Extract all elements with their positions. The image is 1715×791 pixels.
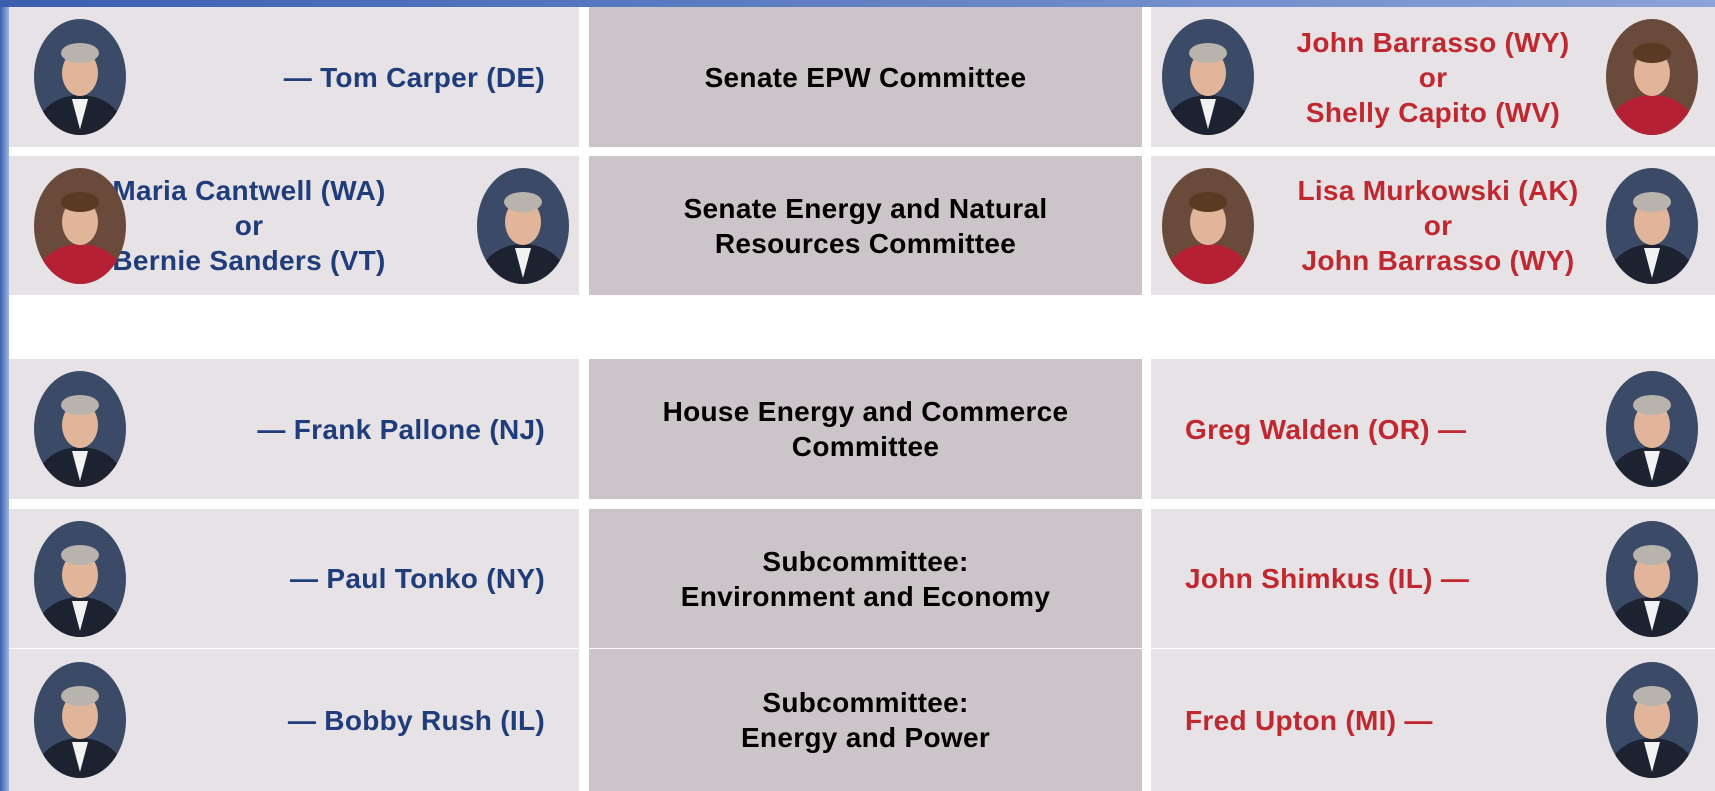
member-name: or [1424, 208, 1453, 243]
photo-shape [1633, 545, 1671, 565]
member-name: Greg Walden (OR) — [1185, 412, 1466, 447]
member-name: — Bobby Rush (IL) [288, 703, 545, 738]
photo-shape [1633, 686, 1671, 706]
committee-cell: Senate EPW Committee [589, 7, 1142, 147]
photo-shape [1633, 395, 1671, 415]
photo-shape [61, 43, 99, 63]
photo-shape [1189, 192, 1227, 212]
committee-cell: Subcommittee:Environment and Economy [589, 509, 1142, 648]
member-name: — Tom Carper (DE) [284, 60, 545, 95]
photo-shape [1164, 244, 1252, 316]
photo-shape [61, 395, 99, 415]
slide: — Tom Carper (DE) Senate EPW Committee Joh… [0, 0, 1715, 791]
member-name: Lisa Murkowski (AK) [1297, 173, 1578, 208]
portrait [1606, 168, 1702, 286]
photo-shape [34, 662, 130, 791]
committee-name: Environment and Economy [681, 579, 1050, 614]
member-name: John Barrasso (WY) [1297, 25, 1570, 60]
member-name: John Barrasso (WY) [1302, 243, 1575, 278]
portrait [1606, 371, 1702, 489]
committee-name: Committee [792, 429, 939, 464]
committee-name: Senate EPW Committee [705, 60, 1027, 95]
portrait [1162, 168, 1258, 286]
photo-shape [1606, 662, 1702, 791]
photo-shape [1633, 43, 1671, 63]
photo-shape [61, 192, 99, 212]
portrait [1162, 19, 1258, 137]
committee-name: Subcommittee: [762, 685, 968, 720]
member-name: — Frank Pallone (NJ) [257, 412, 545, 447]
photo-shape [36, 244, 124, 316]
portrait [1606, 19, 1702, 137]
edge [0, 0, 1715, 7]
committee-name: Resources Committee [715, 226, 1016, 261]
portrait [1606, 662, 1702, 780]
committee-name: Senate Energy and Natural [684, 191, 1048, 226]
portrait [477, 168, 573, 286]
committee-cell: Subcommittee:Energy and Power [589, 649, 1142, 791]
portrait [34, 19, 130, 137]
member-name: Bernie Sanders (VT) [112, 243, 385, 278]
member-name: Fred Upton (MI) — [1185, 703, 1433, 738]
portrait [34, 168, 130, 286]
member-name: or [1419, 60, 1448, 95]
committee-name: Energy and Power [741, 720, 990, 755]
photo-shape [1189, 43, 1227, 63]
photo-shape [61, 545, 99, 565]
committee-name: House Energy and Commerce [663, 394, 1069, 429]
member-name: John Shimkus (IL) — [1185, 561, 1469, 596]
photo-shape [61, 686, 99, 706]
edge [0, 0, 9, 791]
member-name: or [235, 208, 264, 243]
member-name: — Paul Tonko (NY) [290, 561, 545, 596]
portrait [34, 371, 130, 489]
member-name: Maria Cantwell (WA) [112, 173, 385, 208]
committee-name: Subcommittee: [762, 544, 968, 579]
photo-shape [1633, 192, 1671, 212]
portrait [34, 521, 130, 639]
member-name: Shelly Capito (WV) [1306, 95, 1560, 130]
portrait [1606, 521, 1702, 639]
photo-shape [504, 192, 542, 212]
portrait [34, 662, 130, 780]
